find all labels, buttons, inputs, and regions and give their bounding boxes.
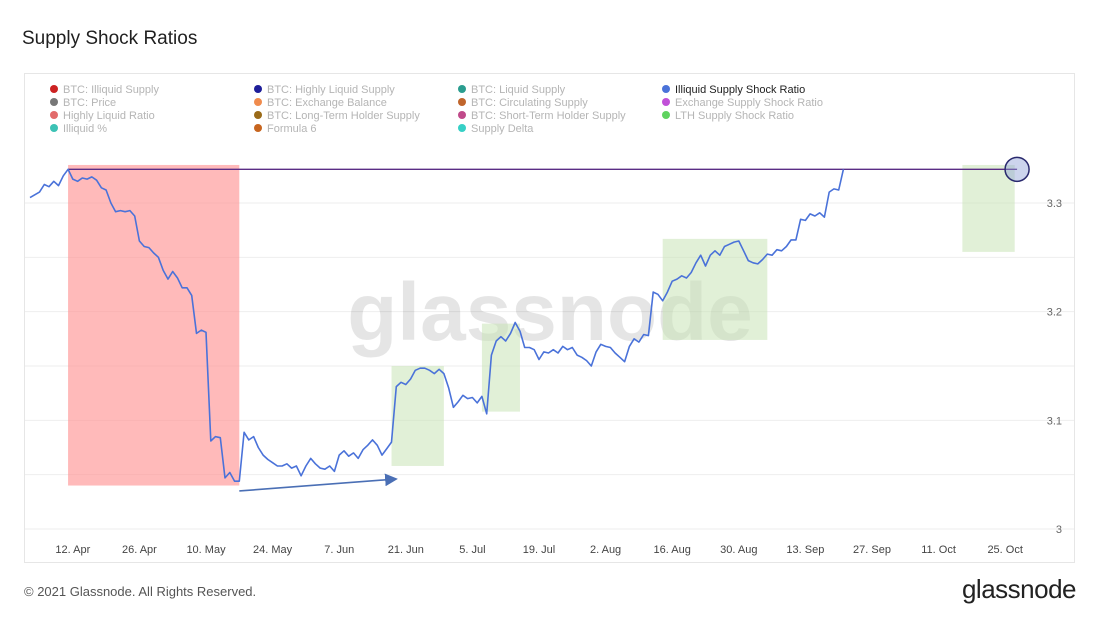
legend-label: BTC: Exchange Balance [267, 97, 387, 109]
copyright-text: © 2021 Glassnode. All Rights Reserved. [24, 584, 257, 599]
x-tick-label: 5. Jul [459, 544, 485, 556]
y-tick-label: 3.3 [1047, 198, 1062, 210]
y-tick-label: 3 [1056, 524, 1062, 536]
legend-label: BTC: Long-Term Holder Supply [267, 110, 420, 122]
legend-label: BTC: Illiquid Supply [63, 84, 159, 96]
legend-label: BTC: Highly Liquid Supply [267, 84, 395, 96]
legend-label: BTC: Liquid Supply [471, 84, 566, 96]
x-tick-label: 16. Aug [654, 544, 691, 556]
trend-arrow [239, 473, 398, 492]
page-title: Supply Shock Ratios [22, 28, 198, 49]
x-tick-label: 25. Oct [987, 544, 1022, 556]
legend-item[interactable]: BTC: Liquid Supply [458, 84, 565, 97]
legend-item[interactable]: Highly Liquid Ratio [50, 110, 155, 123]
legend-item[interactable]: BTC: Price [50, 97, 116, 110]
legend-item[interactable]: LTH Supply Shock Ratio [662, 110, 794, 123]
illiquid-supply-shock-ratio-line [29, 168, 845, 483]
x-tick-label: 24. May [253, 544, 293, 556]
legend-swatch [50, 85, 58, 93]
legend-swatch [254, 85, 262, 93]
legend-item[interactable]: BTC: Short-Term Holder Supply [458, 110, 626, 123]
legend-label: LTH Supply Shock Ratio [675, 110, 795, 122]
legend-swatch [50, 98, 58, 106]
y-tick-label: 3.1 [1047, 415, 1062, 427]
legend-label: BTC: Price [63, 97, 117, 109]
legend-swatch [254, 124, 262, 132]
x-tick-label: 27. Sep [853, 544, 891, 556]
rise-highlight-box [391, 366, 444, 466]
legend-item[interactable]: Supply Delta [458, 123, 533, 136]
legend-swatch [662, 111, 670, 119]
x-tick-label: 26. Apr [122, 544, 157, 556]
legend-item[interactable]: Formula 6 [254, 123, 317, 136]
legend-swatch [254, 111, 262, 119]
legend-item[interactable]: Illiquid % [50, 123, 107, 136]
legend-label: Formula 6 [267, 123, 317, 135]
legend-label: Illiquid Supply Shock Ratio [675, 84, 806, 96]
legend-swatch [662, 85, 670, 93]
legend-item[interactable]: BTC: Long-Term Holder Supply [254, 110, 420, 123]
legend-swatch [458, 98, 466, 106]
legend-item[interactable]: BTC: Illiquid Supply [50, 84, 159, 97]
legend-label: Illiquid % [63, 123, 108, 135]
legend-item[interactable]: BTC: Exchange Balance [254, 97, 387, 110]
legend-item[interactable]: Illiquid Supply Shock Ratio [662, 84, 805, 97]
legend-label: BTC: Circulating Supply [471, 97, 588, 109]
legend-item[interactable]: BTC: Circulating Supply [458, 97, 588, 110]
legend-item[interactable]: BTC: Highly Liquid Supply [254, 84, 395, 97]
legend-swatch [50, 111, 58, 119]
x-tick-label: 11. Oct [921, 544, 956, 556]
x-tick-label: 19. Jul [523, 544, 555, 556]
legend-label: Supply Delta [471, 123, 534, 135]
y-tick-label: 3.2 [1047, 307, 1062, 319]
legend-swatch [458, 85, 466, 93]
legend-swatch [458, 111, 466, 119]
x-tick-label: 7. Jun [324, 544, 354, 556]
chart-frame [24, 73, 1075, 563]
x-tick-label: 10. May [186, 544, 226, 556]
legend-swatch [662, 98, 670, 106]
legend-swatch [458, 124, 466, 132]
legend-item[interactable]: Exchange Supply Shock Ratio [662, 97, 823, 110]
highlight-circle [1004, 156, 1030, 183]
rise-highlight-box [662, 238, 768, 340]
legend-swatch [254, 98, 262, 106]
rise-highlight-box [962, 164, 1015, 252]
legend-label: BTC: Short-Term Holder Supply [471, 110, 626, 122]
x-tick-label: 13. Sep [786, 544, 824, 556]
x-tick-label: 21. Jun [388, 544, 424, 556]
legend-label: Exchange Supply Shock Ratio [675, 97, 823, 109]
brand-logo: glassnode [961, 574, 1077, 604]
x-tick-label: 2. Aug [590, 544, 621, 556]
x-tick-label: 30. Aug [720, 544, 757, 556]
legend-swatch [50, 124, 58, 132]
x-tick-label: 12. Apr [55, 544, 90, 556]
legend-label: Highly Liquid Ratio [63, 110, 155, 122]
